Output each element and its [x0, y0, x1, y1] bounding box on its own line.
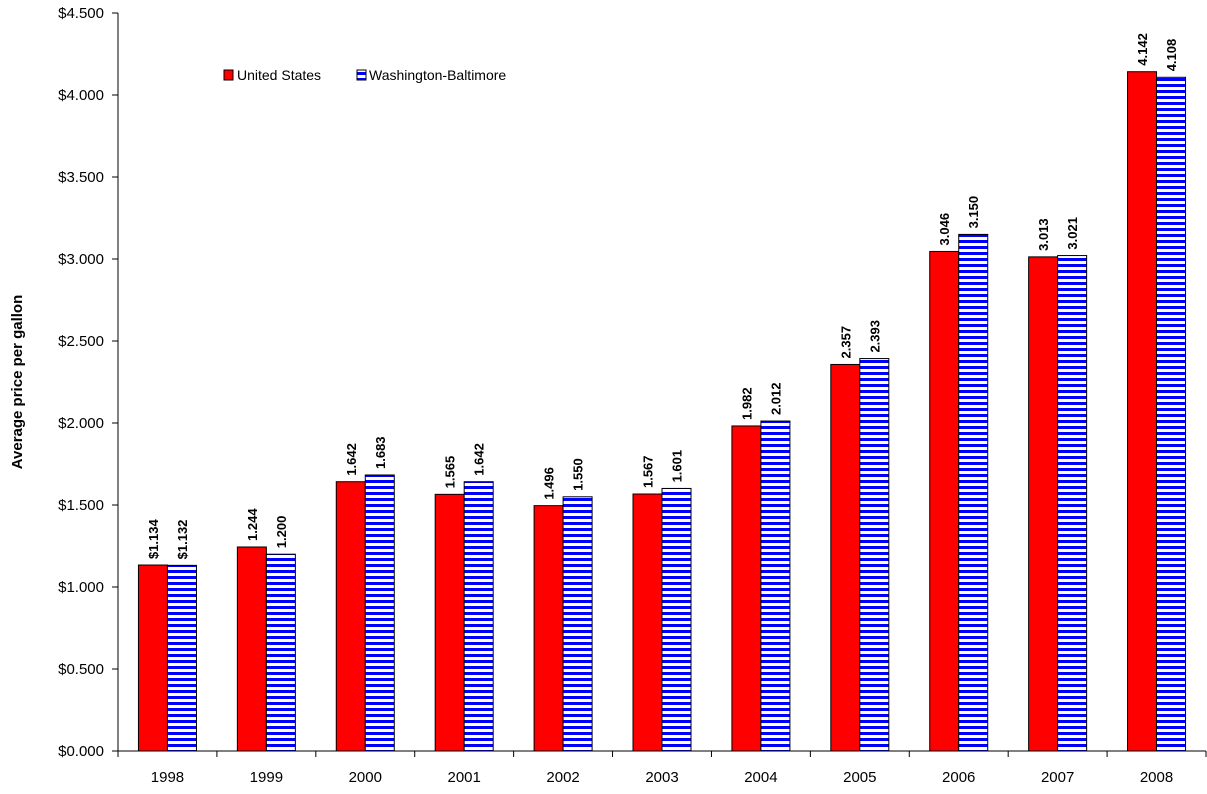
y-tick-label: $3.000 — [58, 251, 104, 268]
x-tick-label: 2003 — [645, 769, 678, 786]
bar-united-states — [335, 481, 366, 752]
bar-washington-baltimore — [859, 358, 890, 752]
y-tick-label: $3.500 — [58, 169, 104, 186]
bar-washington-baltimore — [562, 496, 593, 752]
data-label: 1.567 — [641, 455, 656, 488]
legend-label-washington-baltimore: Washington-Baltimore — [369, 67, 506, 83]
x-tick-label: 2004 — [744, 769, 777, 786]
x-tick-label: 2005 — [843, 769, 876, 786]
y-tick-label: $2.000 — [58, 415, 104, 432]
data-label: 2.393 — [867, 320, 882, 353]
data-label: 3.150 — [966, 196, 981, 229]
bar-washington-baltimore — [364, 474, 395, 752]
legend-swatch-washington-baltimore — [356, 69, 367, 81]
y-tick-label: $1.500 — [58, 497, 104, 514]
data-labels: $1.134 1.244 1.642 1.565 1.496 1.567 1.982 2.35… — [146, 33, 1179, 559]
data-label: 1.565 — [443, 456, 458, 489]
bar-united-states — [632, 493, 663, 752]
x-tick-label: 2006 — [942, 769, 975, 786]
y-tick-label: $2.500 — [58, 333, 104, 350]
bar-united-states — [533, 505, 564, 752]
x-tick-label: 2001 — [447, 769, 480, 786]
y-axis-title: Average price per gallon — [9, 295, 26, 470]
data-label: 1.496 — [542, 467, 557, 500]
data-label: $1.132 — [175, 520, 190, 560]
data-label: 1.200 — [274, 516, 289, 549]
bar-washington-baltimore — [1057, 255, 1088, 752]
bar-united-states — [137, 564, 168, 752]
bar-washington-baltimore — [661, 487, 692, 752]
bar-united-states — [1028, 256, 1059, 752]
legend-label-united-states: United States — [237, 67, 321, 83]
bar-united-states — [236, 546, 267, 752]
y-axis: $0.000 $0.500 $1.000 $1.500 $2.000 $2.500 $3.0… — [58, 5, 119, 760]
bar-washington-baltimore — [463, 481, 494, 752]
data-label: 4.108 — [1164, 39, 1179, 72]
bar-united-states — [929, 250, 960, 752]
bar-united-states — [731, 425, 762, 752]
data-label: 3.013 — [1036, 218, 1051, 251]
bar-united-states — [434, 493, 465, 752]
x-tick-label: 2008 — [1140, 769, 1173, 786]
data-label: 1.550 — [571, 458, 586, 491]
data-label: 3.021 — [1065, 217, 1080, 250]
y-tick-label: $0.500 — [58, 661, 104, 678]
data-label: 3.046 — [937, 213, 952, 246]
bar-united-states — [1127, 71, 1158, 752]
y-tick-label: $0.000 — [58, 743, 104, 760]
bar-washington-baltimore — [958, 233, 989, 752]
data-label: $1.134 — [146, 518, 161, 559]
legend-swatch-united-states — [223, 69, 234, 81]
y-tick-label: $4.500 — [58, 5, 104, 22]
data-label: 2.357 — [838, 326, 853, 359]
legend: United States Washington-Baltimore — [223, 67, 506, 83]
data-label: 1.982 — [739, 387, 754, 420]
x-tick-label: 2007 — [1041, 769, 1074, 786]
data-label: 1.642 — [472, 443, 487, 476]
bar-washington-baltimore — [1156, 76, 1187, 752]
x-tick-label: 2000 — [349, 769, 382, 786]
y-tick-label: $4.000 — [58, 87, 104, 104]
x-tick-label: 1999 — [250, 769, 283, 786]
bar-washington-baltimore — [166, 564, 197, 752]
bar-washington-baltimore — [760, 420, 791, 752]
data-label: 1.683 — [373, 436, 388, 469]
x-axis: 1998 1999 2000 2001 2002 2003 2004 2005 2006 2007… — [117, 750, 1207, 786]
data-label: 1.244 — [245, 508, 260, 541]
bar-washington-baltimore — [265, 553, 296, 752]
bars — [137, 71, 1187, 752]
data-label: 1.642 — [344, 443, 359, 476]
x-tick-label: 2002 — [546, 769, 579, 786]
data-label: 1.601 — [670, 450, 685, 483]
data-label: 4.142 — [1135, 33, 1150, 66]
x-tick-label: 1998 — [151, 769, 184, 786]
y-tick-label: $1.000 — [58, 579, 104, 596]
bar-united-states — [830, 363, 861, 752]
data-label: 2.012 — [768, 382, 783, 415]
